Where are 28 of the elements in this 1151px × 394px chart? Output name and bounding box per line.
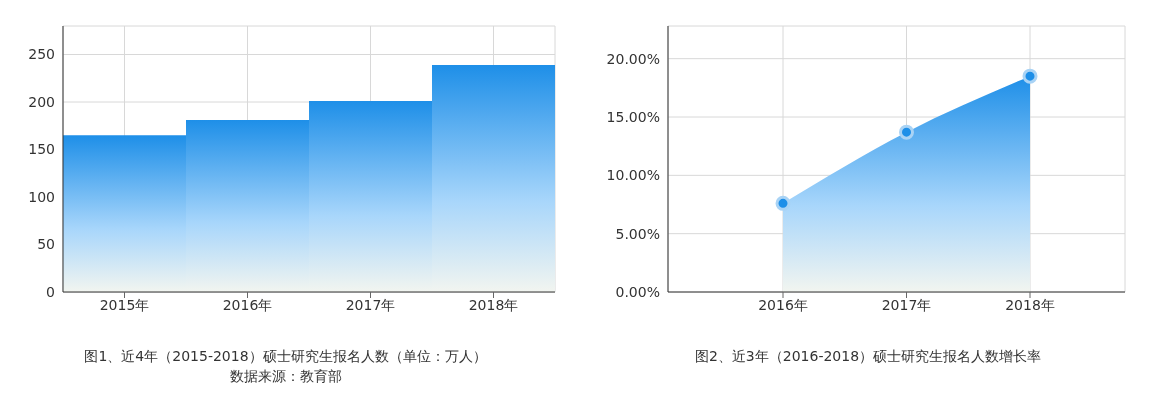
y-tick-label: 100	[28, 188, 55, 205]
y-tick-label: 0.00%	[615, 283, 660, 300]
y-tick-label: 20.00%	[606, 50, 660, 67]
x-tick-label: 2015年	[99, 296, 150, 313]
x-tick-label: 2017年	[345, 296, 396, 313]
x-tick-label: 2016年	[758, 296, 808, 313]
bar	[432, 64, 555, 292]
point	[775, 195, 791, 211]
y-tick-label: 150	[28, 141, 55, 158]
y-tick-label: 50	[37, 236, 55, 253]
bar	[63, 135, 186, 292]
y-tick-label: 5.00%	[615, 225, 660, 242]
caption: 图1、近4年（2015-2018）硕士研究生报名人数（单位：万人）	[83, 347, 488, 366]
caption: 图2、近3年（2016-2018）硕士研究生报名人数增长率	[693, 347, 1043, 366]
x-tick-label: 2016年	[222, 296, 273, 313]
y-tick-label: 200	[28, 93, 55, 110]
y-tick-label: 0	[46, 283, 55, 300]
bar	[309, 101, 432, 292]
x-tick-label: 2017年	[881, 296, 932, 313]
x-tick-label: 2018年	[468, 296, 519, 313]
source-note: 数据来源：教育部	[228, 367, 343, 386]
point	[1022, 68, 1038, 84]
y-tick-label: 15.00%	[606, 108, 660, 125]
bar	[186, 120, 309, 292]
point	[899, 124, 914, 140]
x-tick-label: 2018年	[1005, 296, 1055, 313]
y-tick-label: 250	[28, 46, 55, 63]
y-tick-label: 10.00%	[606, 167, 660, 184]
